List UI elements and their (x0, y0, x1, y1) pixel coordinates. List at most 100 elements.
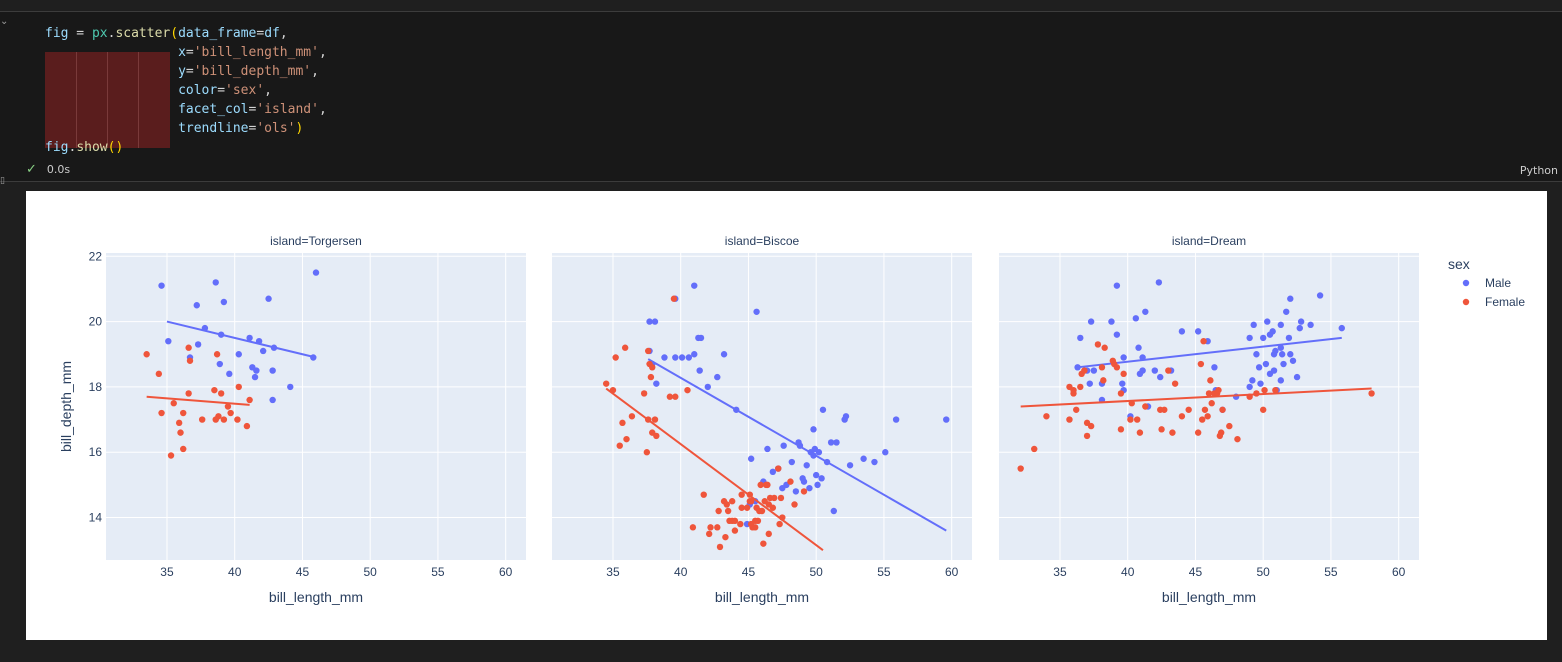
data-point (1197, 360, 1205, 368)
data-point (194, 341, 202, 348)
data-point (180, 445, 187, 453)
data-point (1073, 406, 1080, 413)
y-tick-label: 22 (89, 249, 103, 263)
data-point (892, 416, 900, 423)
data-point (243, 422, 251, 430)
data-point (882, 449, 889, 456)
data-point (1262, 360, 1270, 368)
data-point (640, 390, 648, 397)
data-point (1136, 429, 1144, 436)
data-point (753, 308, 760, 315)
x-tick-label: 60 (945, 565, 959, 579)
data-point (812, 471, 820, 479)
data-point (769, 468, 777, 476)
data-point (754, 517, 762, 525)
data-point (810, 426, 817, 433)
data-point (731, 527, 739, 534)
data-point (737, 520, 744, 528)
data-point (860, 455, 867, 462)
data-point (1087, 422, 1095, 430)
data-point (672, 393, 679, 400)
data-point (1201, 406, 1209, 413)
legend-marker (1462, 298, 1470, 306)
data-point (770, 494, 778, 502)
plot-area (999, 253, 1419, 560)
data-point (1338, 324, 1345, 332)
code-line-2: x='bill_length_mm', (178, 45, 327, 60)
data-point (1208, 400, 1215, 407)
data-point (1277, 377, 1285, 384)
data-point (1113, 282, 1121, 289)
cell-output: 35 40 45 50 55 60 14 16 18 20 22 island=Torgersen bi… (26, 191, 1547, 640)
data-point (651, 318, 659, 325)
x-tick-label: 50 (1257, 565, 1271, 579)
data-point (1117, 390, 1125, 397)
data-point (1081, 367, 1088, 374)
x-tick-label: 35 (1053, 565, 1067, 579)
facet-title: island=Biscoe (725, 234, 800, 248)
data-point (1204, 413, 1211, 420)
data-point (1257, 380, 1264, 387)
data-point (628, 413, 636, 420)
data-point (167, 452, 175, 459)
data-point (1178, 413, 1186, 420)
data-point (1287, 351, 1294, 358)
data-point (1307, 321, 1314, 329)
data-point (211, 386, 218, 394)
data-point (1250, 321, 1257, 329)
data-point (312, 269, 320, 276)
data-point (1234, 435, 1241, 443)
data-point (643, 449, 651, 456)
data-point (213, 351, 221, 358)
data-point (777, 494, 785, 502)
data-point (1142, 403, 1149, 410)
x-axis-label: bill_length_mm (715, 589, 809, 605)
data-point (1165, 367, 1172, 374)
data-point (1269, 328, 1276, 335)
data-point (1157, 373, 1164, 381)
x-tick-label: 50 (810, 565, 824, 579)
data-point (747, 498, 755, 505)
data-point (234, 416, 241, 423)
data-point (155, 370, 163, 378)
data-point (1171, 380, 1179, 387)
data-point (644, 347, 652, 355)
x-tick-label: 35 (606, 565, 620, 579)
data-point (180, 409, 187, 417)
x-tick-label: 40 (1121, 565, 1135, 579)
data-point (1142, 308, 1149, 315)
data-point (651, 416, 659, 423)
data-point (1135, 344, 1142, 351)
data-point (764, 445, 771, 453)
data-point (666, 393, 674, 400)
data-point (716, 543, 724, 551)
language-selector[interactable]: Python (1519, 164, 1558, 177)
data-point (193, 302, 200, 309)
data-point (760, 540, 767, 547)
chevron-down-icon[interactable]: ⌄ (0, 16, 9, 27)
data-point (619, 419, 626, 427)
data-point (1194, 328, 1202, 335)
facet-title: island=Torgersen (270, 234, 362, 248)
data-point (728, 498, 736, 505)
data-point (1296, 324, 1303, 332)
data-point (1169, 429, 1176, 436)
x-tick-label: 35 (160, 565, 174, 579)
legend-marker (1462, 279, 1470, 287)
code-cell[interactable]: ⌄ fig = px.scatter(data_frame=df, x='bil… (0, 11, 1562, 186)
x-tick-label: 50 (364, 565, 378, 579)
legend-item-male: Male (1485, 276, 1511, 290)
data-point (1285, 334, 1293, 342)
data-point (259, 347, 267, 355)
data-point (1277, 344, 1285, 351)
x-tick-label: 40 (674, 565, 688, 579)
code-line-5: facet_col='island', (178, 102, 327, 117)
x-tick-label: 55 (877, 565, 891, 579)
data-point (235, 351, 242, 358)
data-point (220, 298, 228, 306)
data-point (691, 351, 698, 358)
data-point (830, 507, 838, 515)
data-point (1090, 367, 1098, 374)
code-editor[interactable]: fig = px.scatter(data_frame=df, x='bill_… (45, 24, 327, 157)
code-line-3: y='bill_depth_mm', (178, 64, 319, 79)
